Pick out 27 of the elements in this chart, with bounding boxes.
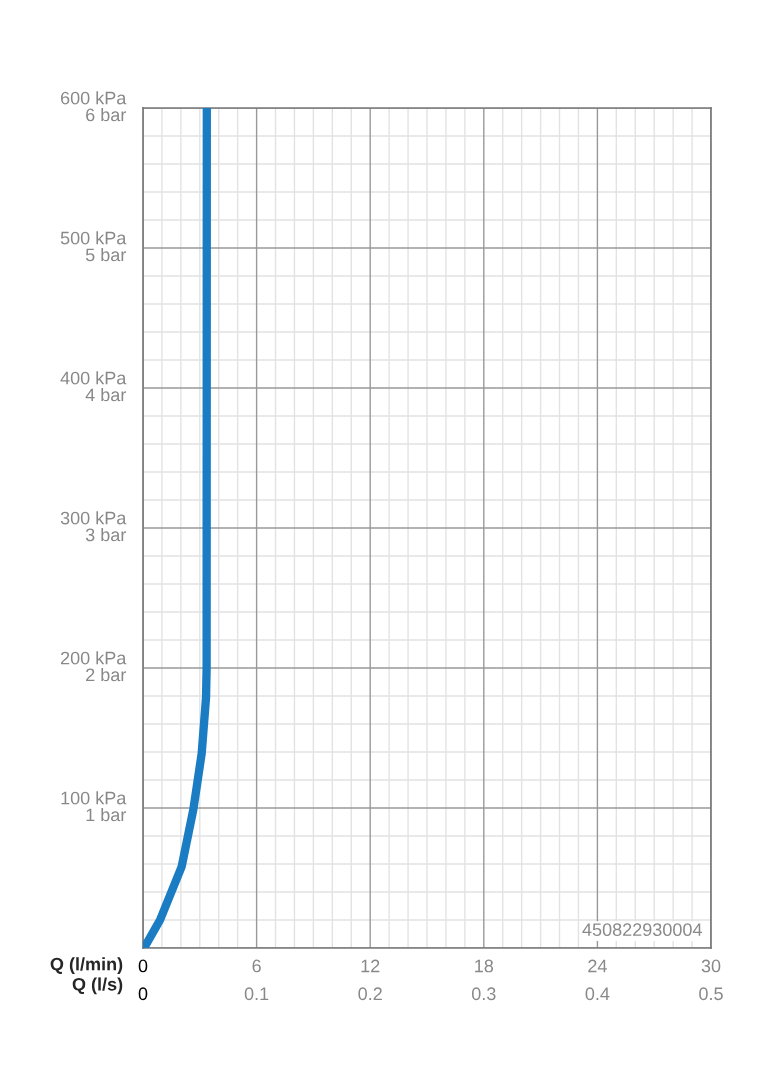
y2-tick-label: 2 bar — [86, 668, 127, 682]
x2-tick-label: 0.1 — [244, 987, 269, 1001]
y-tick-label: 100 kPa — [61, 791, 127, 805]
y-tick-label: 400 kPa — [60, 371, 127, 385]
y2-tick-label: 6 bar — [86, 108, 127, 122]
y2-tick-label: 1 bar — [86, 808, 127, 822]
y-tick-label: 600 kPa — [61, 91, 127, 105]
y2-tick-label: 3 bar — [85, 528, 127, 542]
x2-axis-title: Q (l/s) — [72, 977, 123, 995]
y-tick-label: 200 kPa — [60, 651, 127, 665]
x2-tick-label: 0.2 — [358, 987, 382, 1001]
x2-tick-label: 0 — [138, 987, 148, 1001]
x2-tick-label: 0.4 — [585, 987, 610, 1001]
y-tick-label: 500 kPa — [60, 231, 127, 245]
x-axis-title: Q (l/min) — [50, 957, 123, 975]
x-tick-label: 12 — [361, 959, 380, 973]
x-tick-label: 6 — [252, 959, 261, 973]
x-tick-label: 0 — [138, 959, 148, 973]
annotation: 450822930004 — [582, 923, 702, 937]
x-tick-label: 30 — [701, 959, 721, 973]
y-tick-label: 300 kPa — [60, 511, 127, 525]
y2-tick-label: 5 bar — [85, 248, 127, 262]
x2-tick-label: 0.5 — [699, 987, 723, 1001]
x2-tick-label: 0.3 — [471, 987, 496, 1001]
x-tick-label: 18 — [475, 959, 494, 973]
y2-tick-label: 4 bar — [85, 388, 127, 402]
x-tick-label: 24 — [588, 959, 607, 973]
